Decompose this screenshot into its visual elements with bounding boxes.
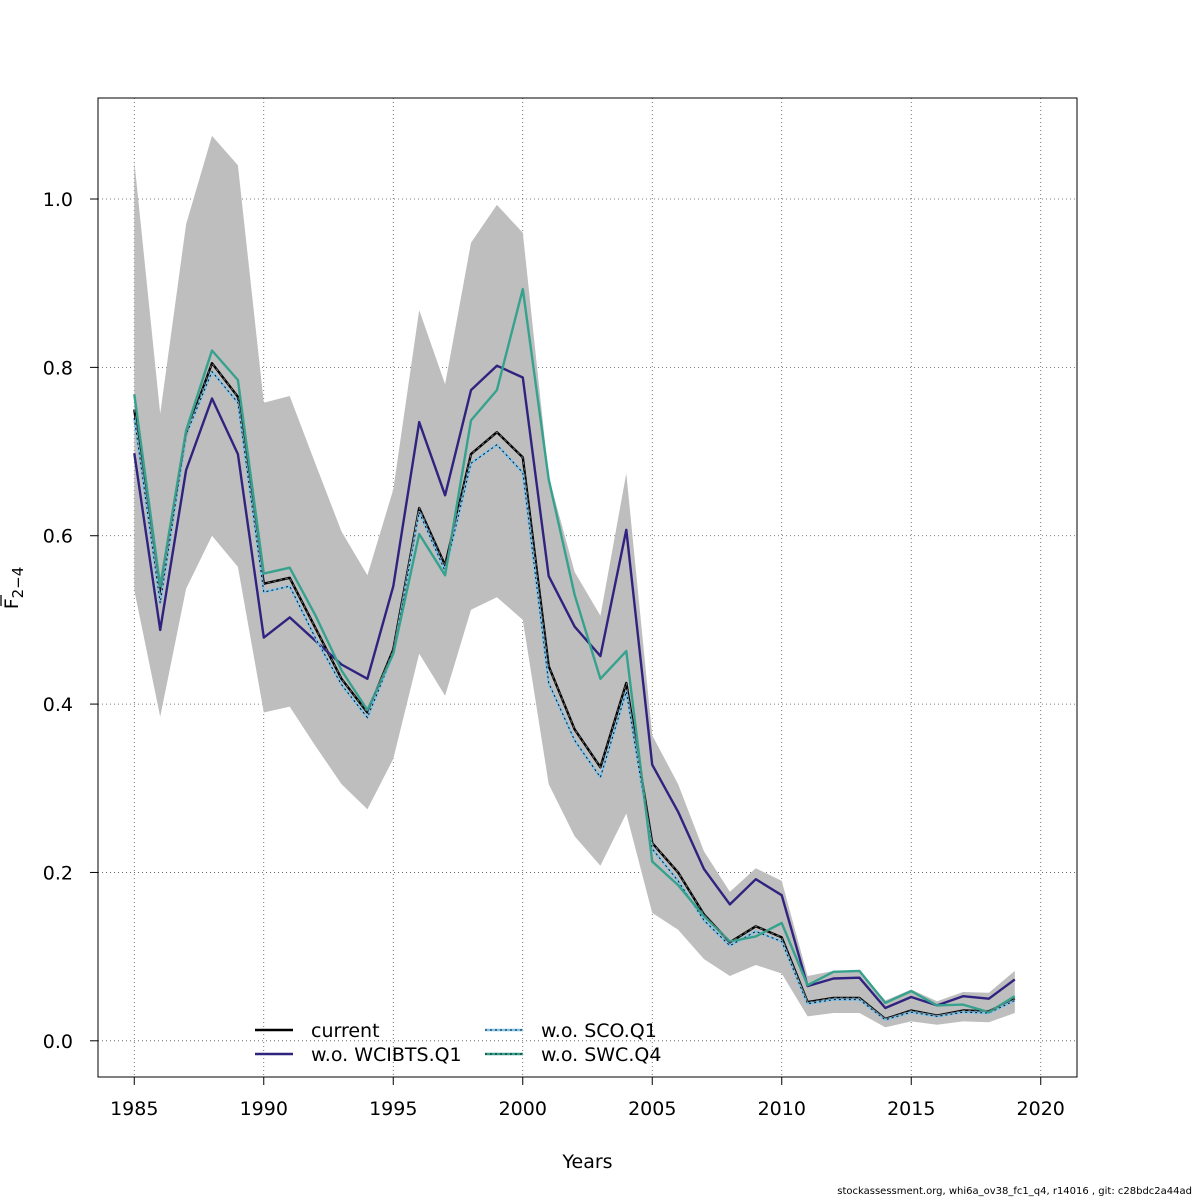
x-tick-label-2020: 2020 xyxy=(1017,1098,1065,1120)
legend-item-w-o-wcibts-q1: w.o. WCIBTS.Q1 xyxy=(255,1044,462,1066)
y-axis: 0.0 0.2 0.4 0.6 0.8 1.0 xyxy=(43,189,99,1053)
svg-text:F2−4: F2−4 xyxy=(1,567,27,610)
legend-item-current: current xyxy=(255,1020,380,1042)
legend-item-w-o-swc-q4: w.o. SWC.Q4 xyxy=(485,1044,661,1066)
x-axis-title: Years xyxy=(561,1151,612,1173)
x-tick-label-2015: 2015 xyxy=(887,1098,935,1120)
y-axis-title: F2−4 xyxy=(0,567,27,610)
x-tick-label-1995: 1995 xyxy=(369,1098,417,1120)
legend-label-w-o-swc-q4: w.o. SWC.Q4 xyxy=(541,1044,661,1066)
y-axis-title-sub: 2−4 xyxy=(9,567,27,599)
x-tick-label-1985: 1985 xyxy=(110,1098,158,1120)
x-axis: 1985 1990 1995 2000 2005 2010 2015 2020 xyxy=(110,1076,1065,1120)
legend-item-w-o-sco-q1: w.o. SCO.Q1 xyxy=(485,1020,657,1042)
confidence-band xyxy=(134,135,1015,1028)
series-line-w-o-sco-q1-dots xyxy=(133,370,1016,1021)
y-tick-label-0.6: 0.6 xyxy=(43,526,73,548)
y-tick-label-0.8: 0.8 xyxy=(43,357,73,379)
y-tick-label-0.4: 0.4 xyxy=(43,694,73,716)
y-tick-label-0.2: 0.2 xyxy=(43,862,73,884)
legend-label-current: current xyxy=(311,1020,380,1042)
x-tick-label-2010: 2010 xyxy=(758,1098,806,1120)
legend-label-w-o-wcibts-q1: w.o. WCIBTS.Q1 xyxy=(311,1044,462,1066)
y-tick-label-1.0: 1.0 xyxy=(43,189,73,211)
series-line-w-o-swc-q4 xyxy=(133,287,1016,1014)
series-line-current-overlay xyxy=(133,362,1016,1020)
y-tick-label-0.0: 0.0 xyxy=(43,1031,73,1053)
footer-credit: stockassessment.org, whi6a_ov38_fc1_q4, … xyxy=(837,1186,1192,1197)
x-tick-label-2005: 2005 xyxy=(628,1098,676,1120)
series-line-w-o-wcibts-q1 xyxy=(133,364,1016,1010)
x-tick-label-2000: 2000 xyxy=(499,1098,547,1120)
legend-label-w-o-sco-q1: w.o. SCO.Q1 xyxy=(541,1020,657,1042)
x-tick-label-1990: 1990 xyxy=(240,1098,288,1120)
series-lines xyxy=(133,287,1016,1021)
y-axis-title-main: F xyxy=(1,598,23,609)
